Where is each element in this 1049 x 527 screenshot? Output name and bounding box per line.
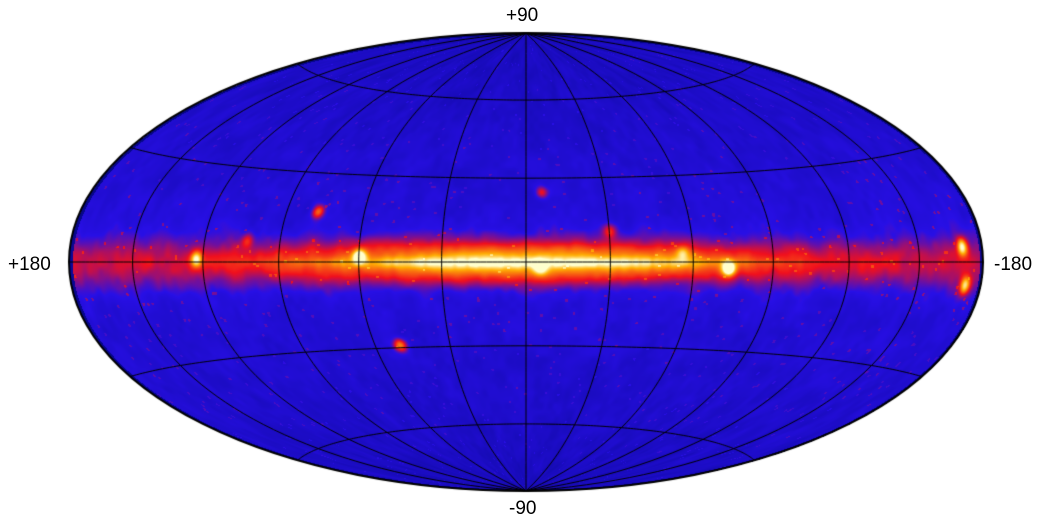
north-pole-label: +90 [506,5,539,26]
longitude-left-label: +180 [8,254,51,275]
south-pole-label: -90 [509,498,537,519]
longitude-right-label: -180 [994,254,1033,275]
